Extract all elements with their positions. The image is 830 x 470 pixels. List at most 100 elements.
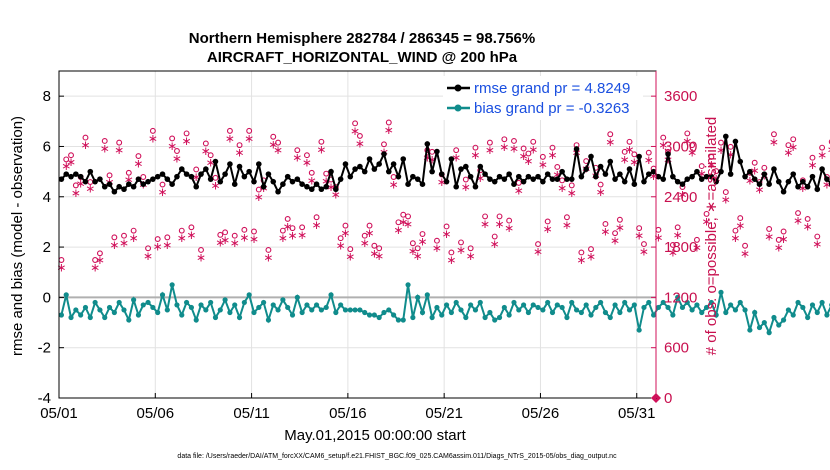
bias-point xyxy=(535,304,541,311)
y-left-tick-label: 4 xyxy=(43,189,51,206)
chart-subtitle: AIRCRAFT_HORIZONTAL_WIND @ 200 hPa xyxy=(207,49,518,66)
rmse-point xyxy=(337,176,344,182)
bias-point xyxy=(564,314,570,321)
obs-possible-point xyxy=(684,130,691,137)
rmse-point xyxy=(641,178,647,185)
obs-assimilated-point: ∗ xyxy=(740,246,750,260)
y-right-tick-label: 1800 xyxy=(664,239,697,256)
bias-point xyxy=(492,317,498,323)
rmse-point xyxy=(612,176,618,182)
obs-assimilated-point: ∗ xyxy=(567,186,577,200)
bias-point xyxy=(723,309,729,316)
obs-assimilated-point: ∗ xyxy=(292,151,302,165)
bias-point xyxy=(496,314,503,321)
obs-possible-point xyxy=(535,241,541,248)
rmse-point xyxy=(703,173,710,180)
obs-assimilated-point: ∗ xyxy=(254,190,264,204)
obs-possible-point xyxy=(337,235,344,242)
rmse-point xyxy=(410,173,416,180)
obs-possible-point xyxy=(539,153,546,160)
obs-assimilated-point: ∗ xyxy=(201,144,211,158)
obs-assimilated-point: ∗ xyxy=(754,183,764,197)
rmse-point xyxy=(593,173,599,180)
bias-point xyxy=(622,299,628,306)
obs-possible-point xyxy=(482,213,489,220)
obs-possible-point xyxy=(727,143,734,150)
obs-assimilated-point: ∗ xyxy=(514,183,524,197)
rmse-point xyxy=(554,176,561,182)
obs-assimilated-point: ∗ xyxy=(470,148,480,162)
rmse-point xyxy=(178,166,185,172)
obs-possible-point xyxy=(116,139,123,146)
bias-point xyxy=(261,299,267,306)
bias-point xyxy=(675,294,681,300)
obs-possible-point xyxy=(381,141,387,148)
bias-point xyxy=(323,304,329,311)
bias-point xyxy=(256,304,262,311)
rmse-point xyxy=(814,186,821,193)
obs-assimilated-point: ∗ xyxy=(451,151,461,165)
bias-point xyxy=(747,327,753,333)
obs-possible-point xyxy=(626,138,633,145)
bias-point xyxy=(376,314,382,321)
obs-assimilated-point: ∗ xyxy=(167,139,177,153)
y-left-axis-label: rmse and bias (model - observation) xyxy=(9,116,26,356)
bias-point xyxy=(660,299,666,306)
obs-assimilated-point: ∗ xyxy=(85,182,95,196)
bias-point xyxy=(357,307,363,313)
bias-point xyxy=(742,307,748,313)
obs-possible-point xyxy=(111,234,118,241)
obs-possible-point xyxy=(188,224,195,231)
obs-assimilated-point: ∗ xyxy=(615,220,625,234)
bias-point xyxy=(424,292,430,298)
rmse-point xyxy=(130,183,137,190)
obs-possible-point xyxy=(785,142,792,149)
rmse-point xyxy=(87,168,94,175)
obs-possible-point xyxy=(303,152,310,159)
obs-assimilated-point: ∗ xyxy=(100,141,110,155)
obs-assimilated-point: ∗ xyxy=(408,244,418,258)
rmse-point xyxy=(217,178,224,185)
obs-assimilated-point: ∗ xyxy=(244,131,254,145)
obs-assimilated-point: ∗ xyxy=(76,177,86,191)
obs-possible-point xyxy=(371,242,378,249)
bias-point xyxy=(703,304,710,311)
obs-assimilated-point: ∗ xyxy=(413,249,423,263)
rmse-point xyxy=(501,176,508,182)
obs-possible-point xyxy=(819,144,826,151)
obs-possible-point xyxy=(265,246,272,253)
obs-possible-point xyxy=(588,246,594,253)
rmse-point xyxy=(246,168,252,175)
y-left-tick-label: 6 xyxy=(43,138,51,155)
bias-point xyxy=(405,282,411,288)
bias-point xyxy=(102,314,108,321)
bias-point xyxy=(106,304,113,311)
obs-possible-point xyxy=(790,136,797,143)
obs-assimilated-point: ∗ xyxy=(494,217,504,231)
bias-point xyxy=(776,322,782,328)
obs-assimilated-point: ∗ xyxy=(499,140,509,154)
bias-point xyxy=(439,312,445,318)
rmse-point xyxy=(101,183,108,190)
y-right-axis-ticks: 0 600 1200 1800 2400 3000 3600 xyxy=(651,71,697,407)
obs-assimilated-point: ∗ xyxy=(389,178,399,192)
obs-assimilated-point: ∗ xyxy=(66,155,76,169)
obs-assimilated-point: ∗ xyxy=(172,152,182,166)
obs-possible-point xyxy=(742,242,749,249)
obs-possible-point xyxy=(602,221,609,227)
bias-point xyxy=(294,294,300,300)
obs-assimilated-point: ∗ xyxy=(114,143,124,157)
obs-possible-point xyxy=(130,227,137,234)
bias-point xyxy=(569,299,575,306)
obs-assimilated-point: ∗ xyxy=(490,237,500,251)
obs-assimilated-point: ∗ xyxy=(485,143,495,157)
obs-assimilated-point: ∗ xyxy=(56,261,66,275)
obs-possible-point xyxy=(405,213,412,220)
obs-possible-point xyxy=(453,147,460,154)
obs-possible-point xyxy=(308,169,315,176)
rmse-point xyxy=(511,181,517,187)
obs-assimilated-point: ∗ xyxy=(249,232,259,246)
rmse-point xyxy=(308,186,315,193)
rmse-point xyxy=(145,178,151,185)
bias-point xyxy=(588,312,594,318)
